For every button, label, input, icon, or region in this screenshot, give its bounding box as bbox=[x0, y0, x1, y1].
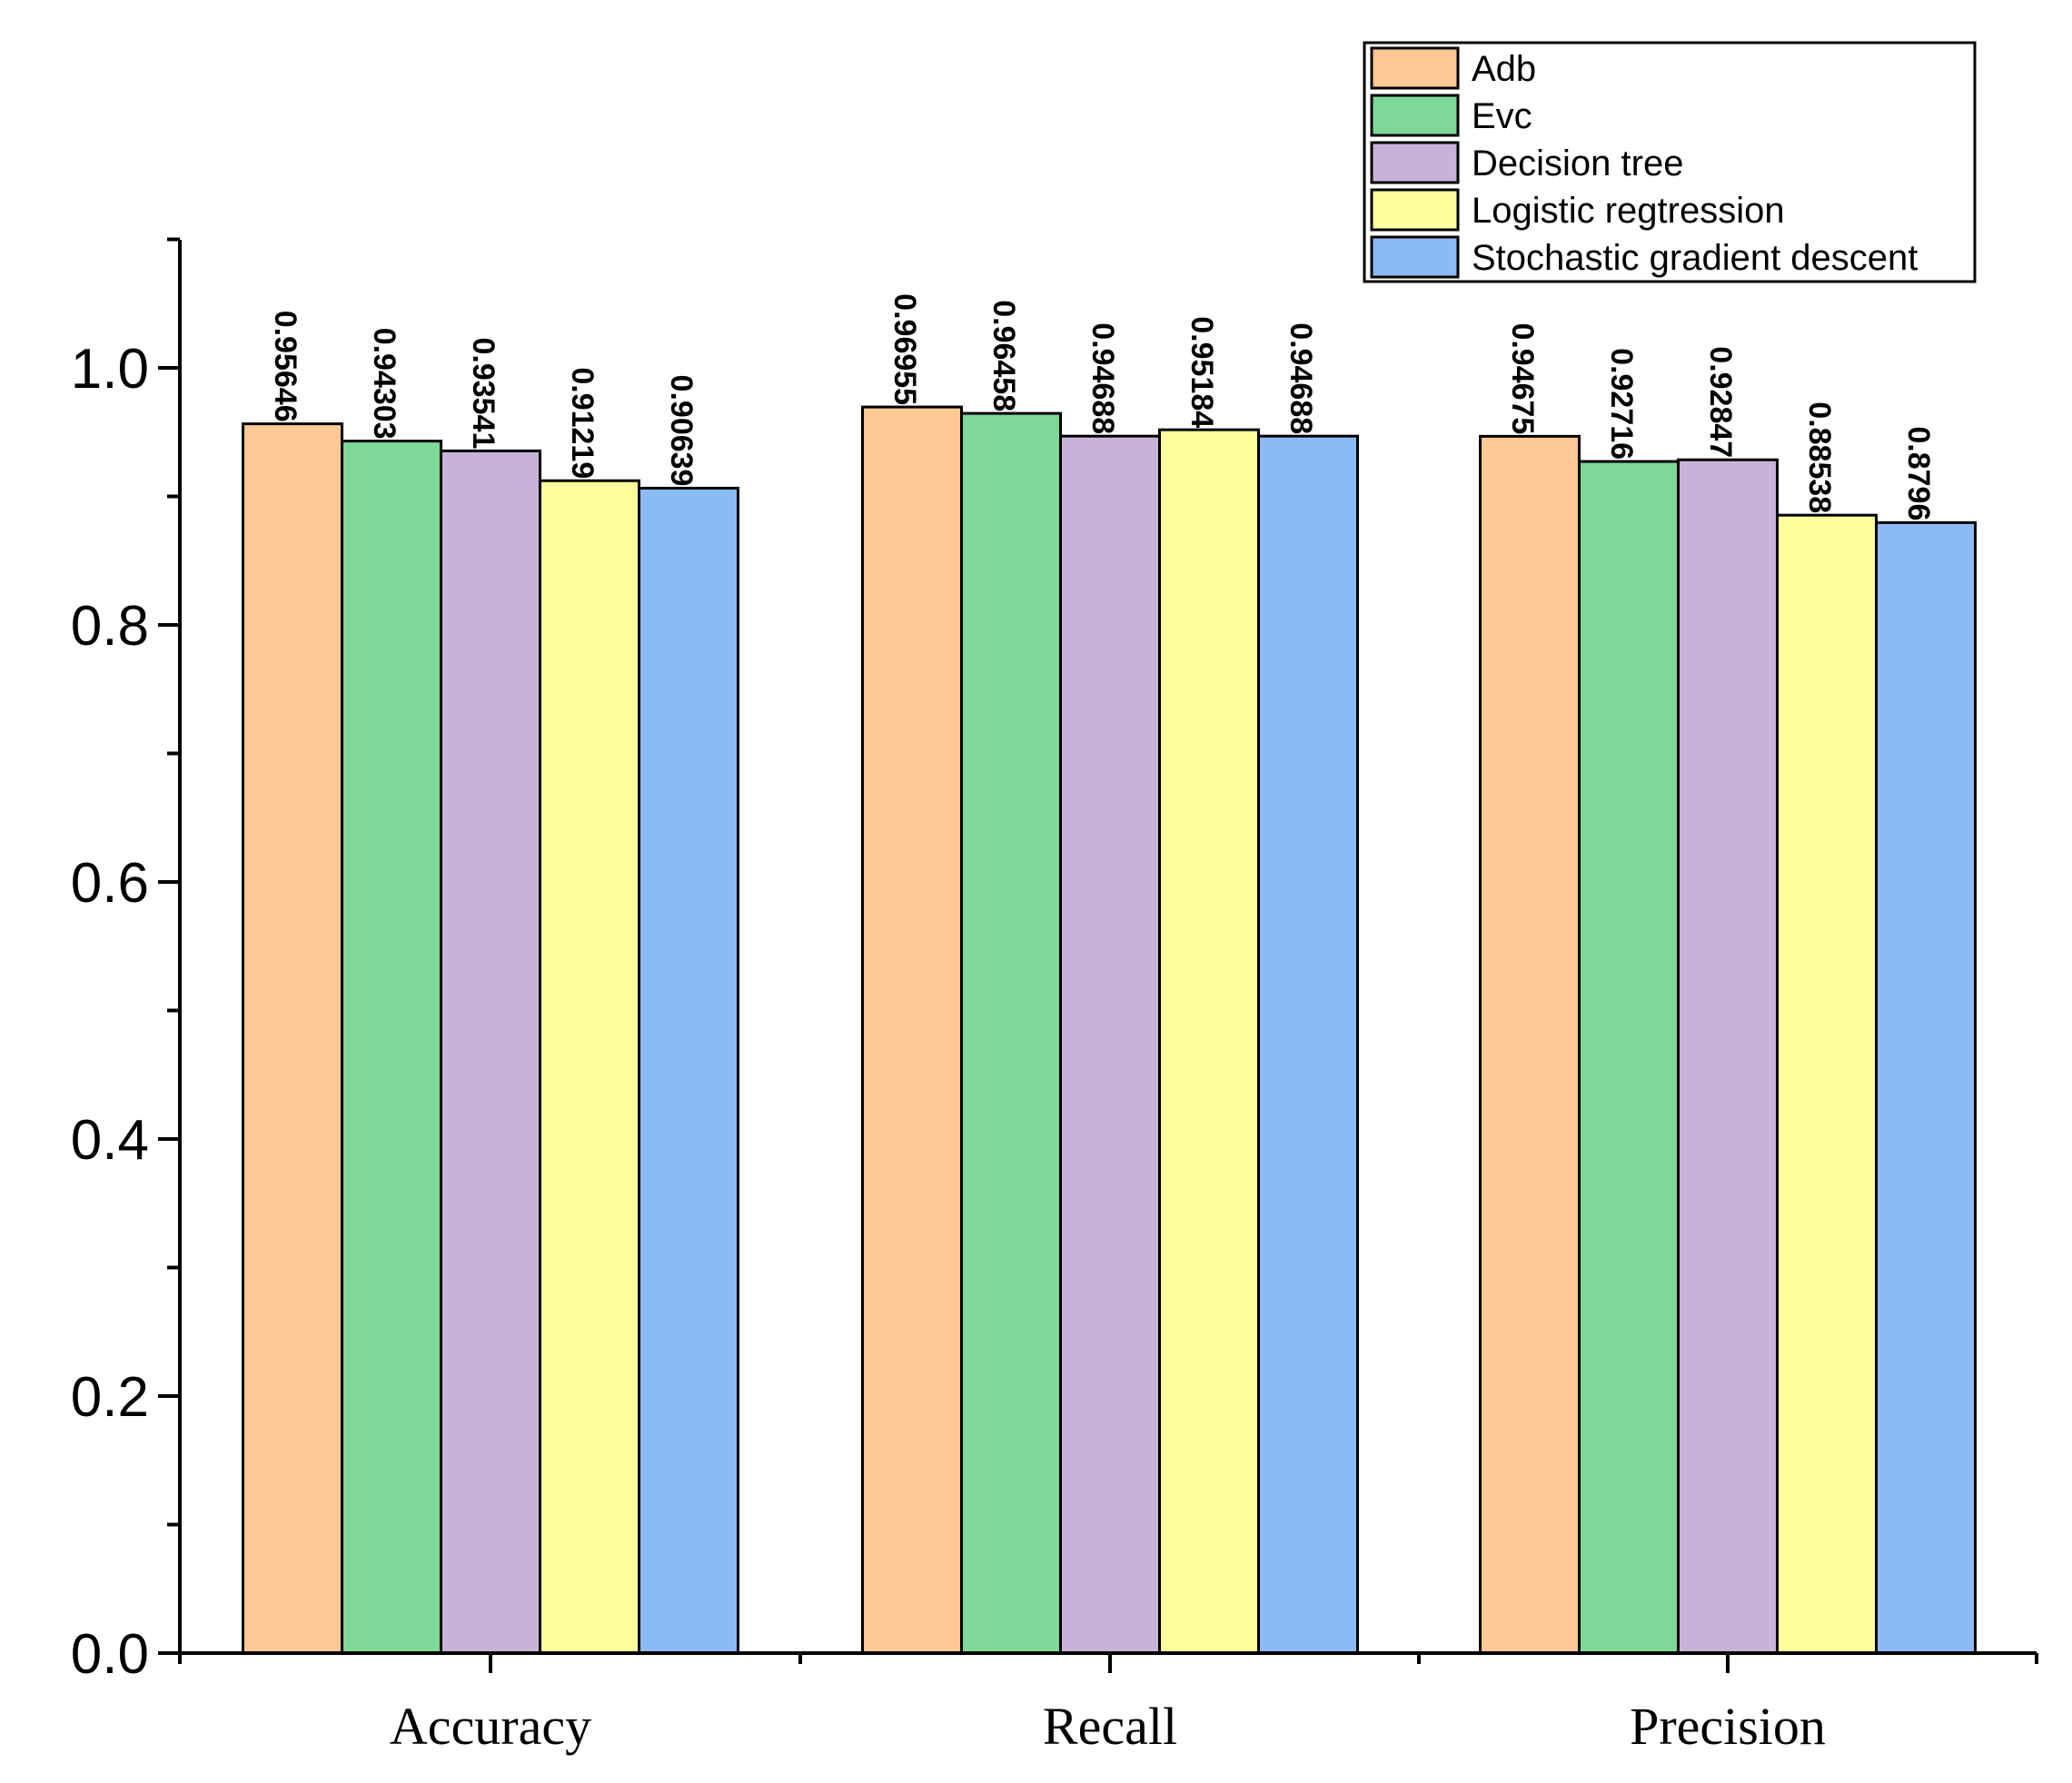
data-label: 0.90639 bbox=[664, 375, 699, 487]
bar-recall-logistic-regtression bbox=[1158, 428, 1260, 1655]
data-label: 0.94303 bbox=[367, 328, 402, 440]
y-tick-label: 0.8 bbox=[71, 595, 149, 658]
y-tick-label: 0.4 bbox=[71, 1109, 149, 1172]
bar-accuracy-stochastic-gradient-descent bbox=[638, 486, 739, 1655]
data-label: 0.94675 bbox=[1505, 322, 1540, 434]
legend-label: Logistic regtression bbox=[1472, 191, 1785, 231]
legend-box bbox=[1363, 41, 1977, 283]
bar-accuracy-adb bbox=[242, 422, 343, 1655]
data-label: 0.96458 bbox=[986, 300, 1021, 411]
legend-swatch bbox=[1370, 141, 1460, 184]
bar-recall-decision-tree bbox=[1059, 434, 1161, 1655]
y-tick-label: 0.2 bbox=[71, 1366, 149, 1429]
y-tick-label: 0.6 bbox=[71, 852, 149, 915]
bar-accuracy-logistic-regtression bbox=[539, 479, 640, 1655]
legend-label: Decision tree bbox=[1472, 144, 1683, 183]
bar-accuracy-decision-tree bbox=[440, 449, 541, 1655]
data-label: 0.88538 bbox=[1802, 401, 1837, 513]
bar-precision-adb bbox=[1479, 434, 1581, 1655]
data-label: 0.8796 bbox=[1901, 426, 1936, 520]
y-tick-label: 0.0 bbox=[71, 1623, 149, 1686]
bar-recall-evc bbox=[960, 411, 1062, 1655]
legend-label: Stochastic gradient descent bbox=[1472, 238, 1918, 278]
bars-layer bbox=[242, 405, 1977, 1655]
legend-swatch bbox=[1370, 188, 1460, 232]
bar-recall-adb bbox=[861, 405, 963, 1655]
bar-recall-stochastic-gradient-descent bbox=[1257, 434, 1359, 1655]
bar-precision-logistic-regtression bbox=[1776, 513, 1878, 1655]
legend-swatch bbox=[1370, 46, 1460, 90]
x-tick-label: Recall bbox=[1043, 1697, 1177, 1756]
data-label: 0.92847 bbox=[1703, 346, 1738, 458]
bar-precision-decision-tree bbox=[1677, 458, 1779, 1655]
legend-swatch bbox=[1370, 94, 1460, 137]
legend: Adb Evc Decision tree Logistic regtression S… bbox=[1363, 41, 1977, 283]
data-label: 0.94688 bbox=[1284, 322, 1318, 434]
legend-label: Evc bbox=[1472, 96, 1532, 136]
data-labels-layer: 0.95646 0.94303 0.93541 0.91219 0.90639 0.969… bbox=[268, 293, 1936, 520]
bar-accuracy-evc bbox=[341, 440, 442, 1655]
bar-precision-stochastic-gradient-descent bbox=[1875, 520, 1977, 1655]
bar-precision-evc bbox=[1578, 460, 1680, 1655]
data-label: 0.95646 bbox=[268, 311, 302, 422]
data-label: 0.96955 bbox=[887, 293, 922, 405]
y-tick-label: 1.0 bbox=[71, 338, 149, 401]
data-label: 0.95184 bbox=[1185, 316, 1219, 428]
data-label: 0.93541 bbox=[466, 337, 501, 449]
legend-label: Adb bbox=[1472, 49, 1536, 89]
axes-layer: 0.0 0.2 0.4 0.6 0.8 1.0 Accuracy Recall Precisio… bbox=[71, 237, 2038, 1756]
data-label: 0.91219 bbox=[565, 367, 600, 479]
x-tick-label: Precision bbox=[1630, 1697, 1826, 1756]
legend-swatch bbox=[1370, 235, 1460, 279]
data-label: 0.92716 bbox=[1604, 348, 1639, 460]
x-tick-label: Accuracy bbox=[390, 1697, 591, 1756]
data-label: 0.94688 bbox=[1086, 322, 1120, 434]
